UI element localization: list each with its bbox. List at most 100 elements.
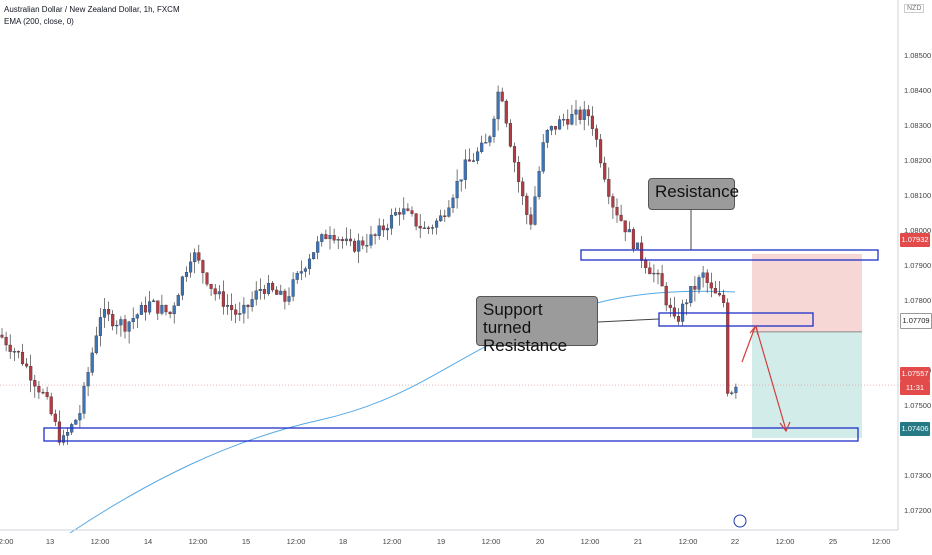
candle-down <box>201 260 205 274</box>
y-tick-label: 1.08100 <box>904 191 931 200</box>
y-tick-label: 1.07900 <box>904 261 931 270</box>
candle-down <box>381 225 385 231</box>
currency-label[interactable]: NZD <box>904 4 925 13</box>
candle-up <box>570 114 574 125</box>
candle-down <box>361 240 365 246</box>
resistance-zone <box>580 249 879 261</box>
chart-legend: Australian Dollar / New Zealand Dollar, … <box>4 4 180 28</box>
candle-down <box>705 272 709 283</box>
candle-down <box>426 227 430 229</box>
candle-up <box>152 300 156 302</box>
candle-up <box>61 435 66 443</box>
candle-up <box>94 335 98 354</box>
projection-down-arrowhead <box>779 421 791 433</box>
candle-down <box>623 220 627 233</box>
x-tick-label: 18 <box>339 537 347 546</box>
candle-up <box>307 258 312 269</box>
candle-up <box>193 252 197 263</box>
candle-down <box>29 366 33 381</box>
x-tick-label: 15 <box>242 537 250 546</box>
candle-down <box>353 240 357 252</box>
candle-up <box>98 317 102 336</box>
candle-down <box>283 290 287 302</box>
candle-down <box>143 305 148 313</box>
candle-up <box>242 304 246 314</box>
candle-up <box>455 181 459 199</box>
x-tick-label: 12:00 <box>482 537 501 546</box>
candle-up <box>385 228 389 231</box>
candle-down <box>234 309 238 315</box>
candle-up <box>90 352 94 373</box>
candle-up <box>488 136 492 143</box>
candle-up <box>697 277 701 290</box>
x-tick-label: 12:00 <box>776 537 795 546</box>
candle-up <box>291 279 295 297</box>
target-price-tag: 1.07406 <box>900 422 930 436</box>
candle-down <box>406 208 410 211</box>
candle-up <box>484 142 488 144</box>
candle-down <box>615 207 619 216</box>
x-tick-label: 12:00 <box>91 537 110 546</box>
candle-down <box>508 123 512 147</box>
candle-down <box>8 344 12 352</box>
candle-up <box>344 238 348 242</box>
candle-up <box>394 212 398 216</box>
support-turned-resistance-callout[interactable]: Support turned Resistance <box>476 296 598 355</box>
candle-down <box>4 337 8 346</box>
candle-down <box>0 334 4 338</box>
candle-up <box>127 321 131 332</box>
candle-down <box>168 311 172 315</box>
candle-up <box>730 392 734 394</box>
candle-down <box>676 316 681 322</box>
candle-up <box>582 109 586 120</box>
candle-down <box>664 285 668 306</box>
candle-down <box>726 302 730 394</box>
candle-down <box>33 380 37 387</box>
candle-down <box>57 421 61 443</box>
candle-down <box>418 225 422 229</box>
candle-up <box>537 171 541 197</box>
candle-up <box>238 313 242 315</box>
candle-up <box>119 319 123 326</box>
legend-indicator: EMA (200, close, 0) <box>4 17 74 26</box>
candle-up <box>82 385 86 414</box>
candle-down <box>512 146 517 163</box>
candle-up <box>389 214 394 229</box>
y-tick-label: 1.08200 <box>904 156 931 165</box>
candle-down <box>16 351 20 353</box>
candle-down <box>37 386 41 393</box>
candle-up <box>160 304 164 314</box>
candle-up <box>189 261 193 273</box>
candle-up <box>541 142 545 172</box>
candle-down <box>20 351 25 365</box>
candle-up <box>627 229 631 233</box>
ema-line <box>69 290 736 534</box>
candle-up <box>131 318 135 323</box>
candle-down <box>709 282 713 289</box>
candle-up <box>176 295 180 306</box>
candle-down <box>500 91 504 102</box>
candle-down <box>517 162 521 182</box>
candle-up <box>685 302 689 305</box>
support-callout-line2: Resistance <box>483 336 568 355</box>
resistance-callout[interactable]: Resistance <box>648 178 739 210</box>
candle-down <box>525 195 529 215</box>
candle-down <box>648 267 652 275</box>
y-tick-label: 1.07800 <box>904 296 931 305</box>
candle-up <box>258 289 262 291</box>
candle-down <box>672 307 676 317</box>
candle-down <box>373 234 377 236</box>
candle-up <box>365 245 369 247</box>
candle-up <box>295 273 299 280</box>
countdown-tag: 11:31 <box>900 381 930 395</box>
candle-up <box>734 386 738 393</box>
candle-up <box>439 215 443 222</box>
candle-down <box>410 210 414 214</box>
y-tick-label: 1.08500 <box>904 51 931 60</box>
candle-down <box>340 239 344 242</box>
candle-down <box>594 128 599 140</box>
support-callout-pointer <box>597 318 660 323</box>
candle-up <box>496 91 500 120</box>
